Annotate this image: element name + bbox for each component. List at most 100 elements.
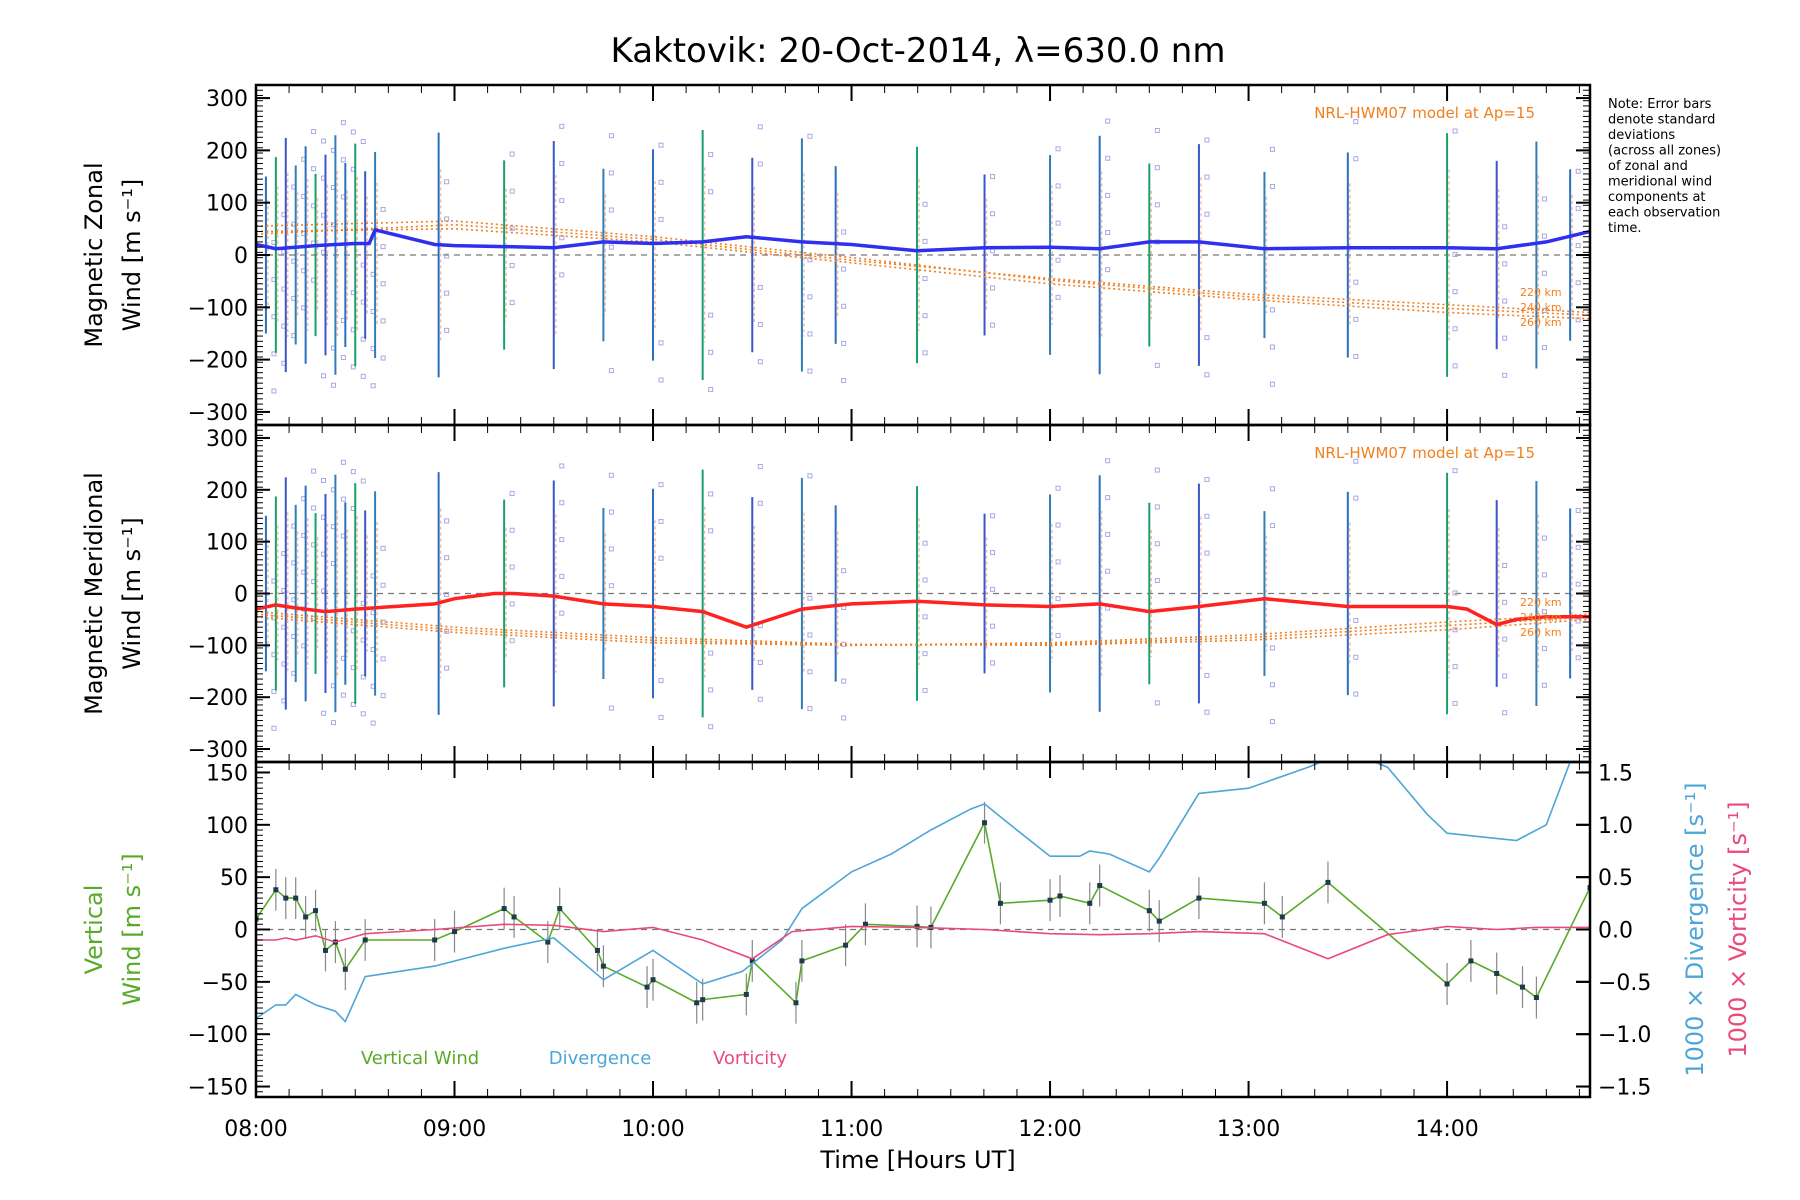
vertical-point (1196, 895, 1202, 901)
vertical-point (1146, 908, 1152, 914)
vertical-point (843, 942, 849, 948)
zone-sample (444, 179, 450, 185)
zone-sample (1154, 202, 1160, 208)
zone-sample (1452, 251, 1458, 257)
zone-sample (1353, 654, 1359, 660)
zone-sample (1204, 174, 1210, 180)
y-tick-label: 0 (234, 244, 248, 269)
zone-sample (1575, 544, 1581, 550)
zone-sample (321, 138, 327, 144)
zone-sample (1541, 609, 1547, 615)
y-axis-label-line1: Magnetic Meridional (80, 472, 108, 715)
zone-sample (380, 693, 386, 699)
panel-zonal: NRL-HWM07 model at Ap=15 220 km 240 km 260 … (80, 83, 1592, 427)
x-tick-label: 14:00 (1415, 1117, 1478, 1142)
zone-sample (1269, 682, 1275, 688)
y-axis-label-line2: Wind [m s⁻¹] (118, 517, 146, 669)
zone-sample (360, 478, 366, 484)
zone-sample (1353, 495, 1359, 501)
zone-sample (340, 355, 346, 361)
zone-sample (1154, 504, 1160, 510)
vertical-point (862, 921, 868, 927)
right-y-tick-label: −1.5 (1598, 1076, 1651, 1101)
zone-sample (658, 678, 664, 684)
vertical-point (1520, 984, 1526, 990)
y-tick-label: −150 (188, 1076, 248, 1101)
zone-sample (658, 377, 664, 383)
zone-sample (444, 555, 450, 561)
zone-sample (1353, 617, 1359, 623)
zone-sample (990, 660, 996, 666)
zone-sample (807, 294, 813, 300)
zone-sample (990, 513, 996, 519)
zone-sample (1269, 344, 1275, 350)
y-axis-label-line1: Magnetic Zonal (80, 162, 108, 347)
zone-sample (1204, 476, 1210, 482)
zone-sample (1269, 183, 1275, 189)
vertical-point (1325, 879, 1331, 885)
zone-sample (990, 174, 996, 180)
y-tick-label: −50 (202, 971, 248, 996)
x-tick-label: 11:00 (820, 1117, 883, 1142)
zone-sample (1541, 682, 1547, 688)
zone-sample (321, 710, 327, 716)
vertical-point (1533, 995, 1539, 1001)
zone-sample (1055, 559, 1061, 565)
zone-sample (559, 610, 565, 616)
vertical-point (283, 895, 289, 901)
legend-entry: Vertical Wind (361, 1048, 479, 1069)
zone-sample (1353, 353, 1359, 359)
y-tick-label: 200 (206, 479, 248, 504)
y-tick-label: 100 (206, 192, 248, 217)
zone-sample (1055, 220, 1061, 226)
zone-sample (1452, 627, 1458, 633)
model-curve (256, 220, 1590, 316)
y-tick-label: −100 (188, 296, 248, 321)
zone-sample (1154, 467, 1160, 473)
zone-sample (350, 364, 356, 370)
zone-sample (1269, 719, 1275, 725)
vertical-point (322, 947, 328, 953)
zone-sample (608, 133, 614, 139)
zone-sample (922, 540, 928, 546)
zone-sample (1055, 485, 1061, 491)
zone-sample (1575, 581, 1581, 587)
zone-sample (380, 281, 386, 287)
note-line: deviations (1608, 128, 1675, 143)
zone-sample (340, 120, 346, 126)
x-axis-label: Time [Hours UT] (819, 1146, 1015, 1174)
zone-sample (1269, 307, 1275, 313)
vertical-point (1057, 893, 1063, 899)
zone-sample (1204, 550, 1210, 556)
zone-sample (1154, 128, 1160, 134)
zone-sample (340, 692, 346, 698)
zone-sample (1204, 513, 1210, 519)
vertical-point (545, 939, 551, 945)
zone-sample (271, 388, 277, 394)
zone-sample (509, 564, 515, 570)
zone-sample (350, 129, 356, 135)
zone-sample (922, 687, 928, 693)
zone-sample (559, 123, 565, 129)
zone-sample (1502, 599, 1508, 605)
vertical-point (501, 906, 507, 912)
zone-sample (360, 674, 366, 680)
zone-sample (444, 592, 450, 598)
vertical-point (1494, 970, 1500, 976)
vertical-point (1097, 883, 1103, 889)
zone-sample (370, 383, 376, 389)
altitude-label: 220 km (1520, 596, 1562, 609)
zone-sample (807, 331, 813, 337)
zone-sample (360, 336, 366, 342)
zone-sample (608, 705, 614, 711)
model-curve (256, 223, 1590, 314)
zone-sample (1452, 289, 1458, 295)
altitude-label: 240 km (1520, 301, 1562, 314)
zone-sample (807, 368, 813, 374)
zone-sample (922, 614, 928, 620)
y-tick-label: −100 (188, 1023, 248, 1048)
zone-sample (1105, 230, 1111, 236)
zone-sample (350, 469, 356, 475)
zone-sample (340, 157, 346, 163)
zone-sample (1575, 168, 1581, 174)
